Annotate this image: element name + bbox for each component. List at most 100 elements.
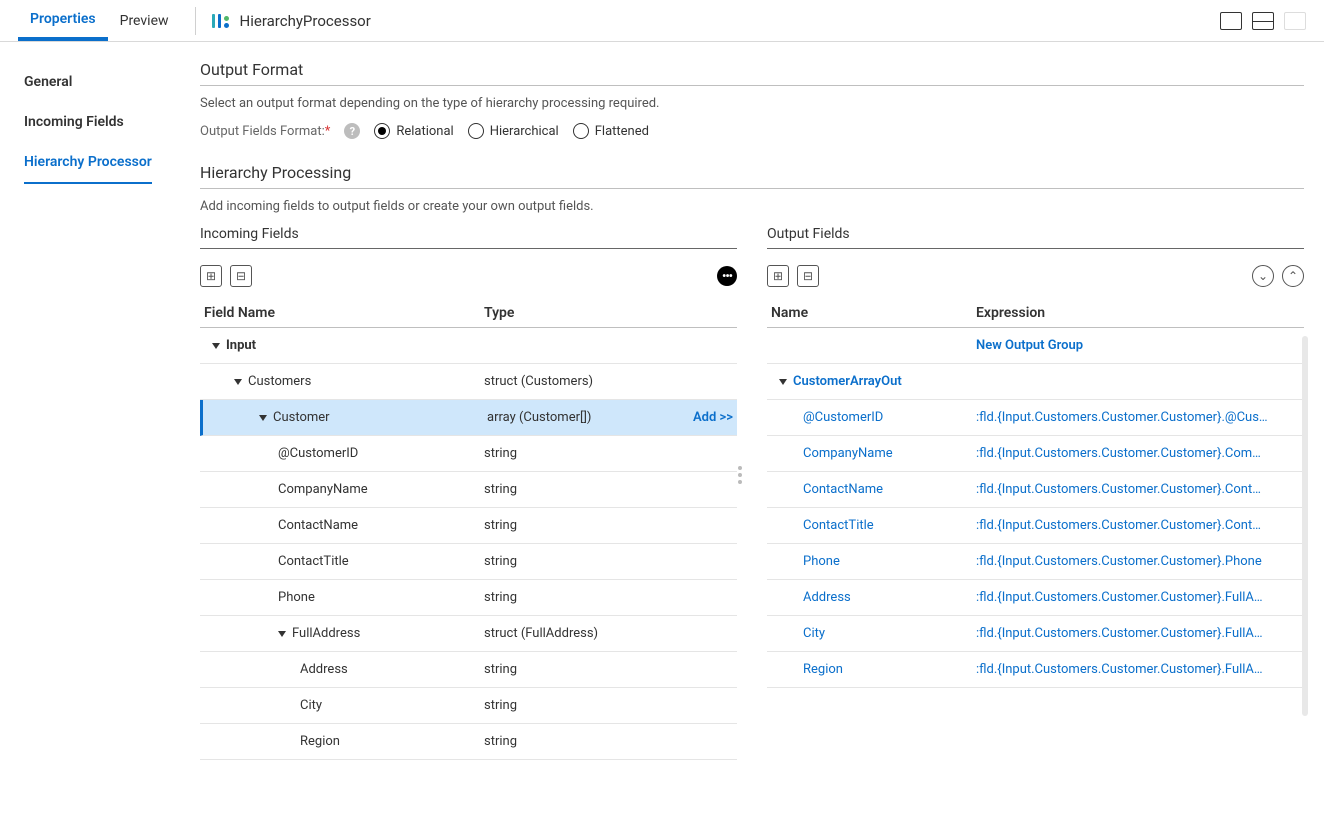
output-row[interactable]: CustomerArrayOut — [767, 364, 1304, 400]
radio-flattened[interactable]: Flattened — [573, 123, 649, 139]
field-type: string — [484, 518, 663, 533]
incoming-row[interactable]: ContactName string — [200, 508, 737, 544]
header-type: Type — [484, 305, 663, 321]
output-field-name[interactable]: @CustomerID — [803, 410, 883, 425]
move-down-button[interactable]: ⌄ — [1252, 265, 1274, 287]
tab-preview[interactable]: Preview — [108, 0, 181, 41]
output-field-name[interactable]: Region — [803, 662, 843, 677]
radio-hierarchical[interactable]: Hierarchical — [468, 123, 559, 139]
output-format-title: Output Format — [200, 60, 1304, 85]
add-field-button[interactable]: Add >> — [693, 410, 733, 425]
incoming-row[interactable]: ContactTitlestring — [200, 544, 737, 580]
field-type: string — [484, 554, 663, 569]
radio-dot-icon — [374, 123, 390, 139]
output-fields-panel: Output Fields ⊞ ⊟ ⌄ ⌃ Name Expression Ne… — [767, 226, 1304, 760]
new-output-group-link[interactable]: New Output Group — [976, 338, 1300, 353]
incoming-table-header: Field Name Type — [200, 299, 737, 328]
field-type: array (Customer[]) — [487, 410, 663, 425]
radio-circle-icon — [573, 123, 589, 139]
caret-icon[interactable] — [212, 343, 220, 349]
output-row[interactable]: Phone :fld.{Input.Customers.Customer.Cust… — [767, 544, 1304, 580]
layout-split-icon[interactable] — [1252, 12, 1274, 30]
field-type: string — [484, 482, 663, 497]
output-field-name[interactable]: Address — [803, 590, 851, 605]
incoming-fields-panel: Incoming Fields ⊞ ⊟ ••• Field Name Type … — [200, 226, 737, 760]
output-row[interactable]: City :fld.{Input.Customers.Customer.Custo… — [767, 616, 1304, 652]
field-type: string — [484, 590, 663, 605]
hierarchy-processing-title: Hierarchy Processing — [200, 163, 1304, 188]
radio-relational[interactable]: Relational — [374, 123, 453, 139]
side-item-hierarchy-processor[interactable]: Hierarchy Processor — [24, 142, 152, 184]
header-expression: Expression — [976, 305, 1300, 321]
side-panel: General Incoming Fields Hierarchy Proces… — [0, 42, 200, 835]
field-name: City — [300, 698, 322, 713]
output-expression[interactable]: :fld.{Input.Customers.Customer.Customer}… — [976, 446, 1300, 461]
output-expression[interactable]: :fld.{Input.Customers.Customer.Customer}… — [976, 482, 1300, 497]
field-name: Customer — [273, 410, 330, 425]
output-field-name[interactable]: City — [803, 626, 825, 641]
output-rows: CustomerArrayOut @CustomerID :fld.{Input.C… — [767, 364, 1304, 688]
new-output-group-row[interactable]: New Output Group — [767, 328, 1304, 364]
output-expression[interactable]: :fld.{Input.Customers.Customer.Customer}… — [976, 662, 1300, 677]
caret-icon[interactable] — [779, 379, 787, 385]
output-field-name[interactable]: CustomerArrayOut — [793, 374, 902, 389]
field-type: struct (Customers) — [484, 374, 663, 389]
output-expression[interactable]: :fld.{Input.Customers.Customer.Customer}… — [976, 626, 1300, 641]
side-item-general[interactable]: General — [24, 62, 200, 102]
output-field-name[interactable]: ContactName — [803, 482, 883, 497]
output-row[interactable]: Region :fld.{Input.Customers.Customer.Cus… — [767, 652, 1304, 688]
caret-icon[interactable] — [278, 631, 286, 637]
output-fields-title: Output Fields — [767, 226, 1304, 248]
incoming-row[interactable]: FullAddressstruct (FullAddress) — [200, 616, 737, 652]
output-row[interactable]: ContactTitle :fld.{Input.Customers.Custom… — [767, 508, 1304, 544]
expand-all-button[interactable]: ⊞ — [767, 265, 789, 287]
field-name: Customers — [248, 374, 311, 389]
incoming-row[interactable]: Customers struct (Customers) — [200, 364, 737, 400]
incoming-row[interactable]: Addressstring — [200, 652, 737, 688]
collapse-all-button[interactable]: ⊟ — [230, 265, 252, 287]
incoming-row[interactable]: City string — [200, 688, 737, 724]
output-expression[interactable]: :fld.{Input.Customers.Customer.Customer}… — [976, 518, 1300, 533]
layout-buttons — [1220, 12, 1306, 30]
panel-resize-handle[interactable] — [738, 466, 742, 484]
output-expression[interactable]: :fld.{Input.Customers.Customer.Customer}… — [976, 554, 1300, 569]
output-expression[interactable]: :fld.{Input.Customers.Customer.Customer}… — [976, 590, 1300, 605]
processor-name: HierarchyProcessor — [240, 12, 371, 30]
output-row[interactable]: @CustomerID :fld.{Input.Customers.Custome… — [767, 400, 1304, 436]
incoming-row[interactable]: Customer array (Customer[]) Add >> — [200, 400, 737, 436]
field-name: ContactName — [278, 518, 358, 533]
output-row[interactable]: Address :fld.{Input.Customers.Customer.Cu… — [767, 580, 1304, 616]
output-row[interactable]: ContactName :fld.{Input.Customers.Custome… — [767, 472, 1304, 508]
layout-full-icon[interactable] — [1220, 12, 1242, 30]
move-up-button[interactable]: ⌃ — [1282, 265, 1304, 287]
field-name: Input — [226, 338, 256, 353]
collapse-all-button[interactable]: ⊟ — [797, 265, 819, 287]
output-format-row: Output Fields Format:* ? Relational Hier… — [200, 123, 1304, 139]
output-field-name[interactable]: Phone — [803, 554, 840, 569]
tab-properties[interactable]: Properties — [18, 0, 108, 41]
help-icon[interactable]: ? — [344, 123, 360, 139]
output-row[interactable]: CompanyName :fld.{Input.Customers.Custome… — [767, 436, 1304, 472]
incoming-row[interactable]: CompanyNamestring — [200, 472, 737, 508]
incoming-row[interactable]: Input — [200, 328, 737, 364]
incoming-row[interactable]: Regionstring — [200, 724, 737, 760]
field-name: Region — [300, 734, 340, 749]
output-field-name[interactable]: CompanyName — [803, 446, 893, 461]
field-name: Address — [300, 662, 348, 677]
main-panel: Output Format Select an output format de… — [200, 42, 1324, 835]
field-type: string — [484, 698, 663, 713]
more-actions-button[interactable]: ••• — [717, 266, 737, 286]
expand-all-button[interactable]: ⊞ — [200, 265, 222, 287]
output-field-name[interactable]: ContactTitle — [803, 518, 874, 533]
output-format-label: Output Fields Format:* — [200, 124, 330, 139]
output-expression[interactable]: :fld.{Input.Customers.Customer.Customer}… — [976, 410, 1300, 425]
caret-icon[interactable] — [234, 379, 242, 385]
side-item-incoming-fields[interactable]: Incoming Fields — [24, 102, 200, 142]
caret-icon[interactable] — [259, 415, 267, 421]
layout-alt-icon[interactable] — [1284, 12, 1306, 30]
incoming-row[interactable]: @CustomerIDstring — [200, 436, 737, 472]
scrollbar-vertical[interactable] — [1302, 336, 1308, 716]
incoming-row[interactable]: Phonestring — [200, 580, 737, 616]
output-table-header: Name Expression — [767, 299, 1304, 328]
hierarchy-processing-desc: Add incoming fields to output fields or … — [200, 199, 1304, 214]
